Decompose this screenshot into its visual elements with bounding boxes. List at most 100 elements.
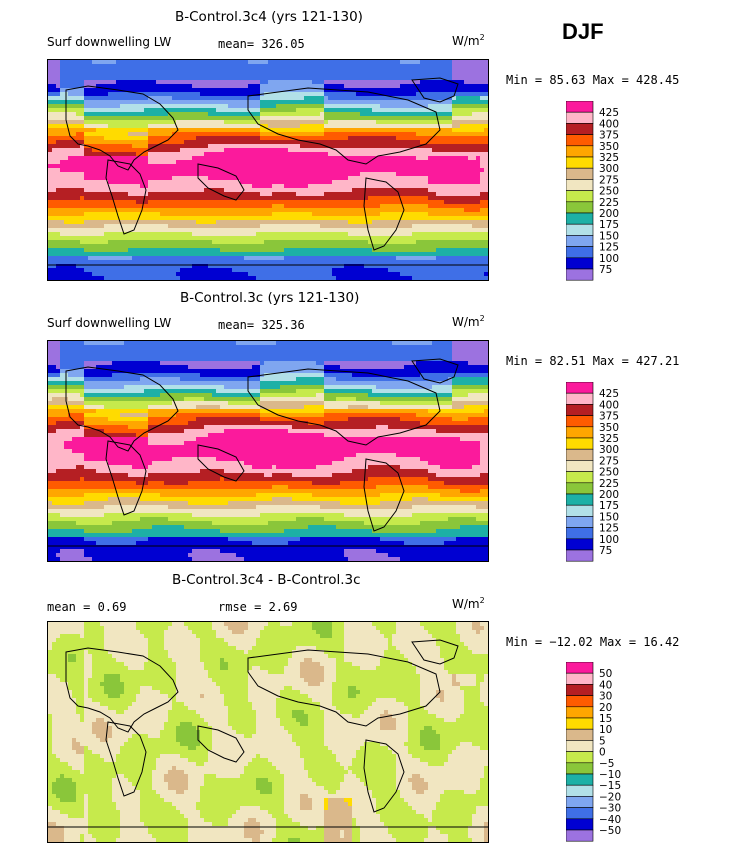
contour-cell bbox=[112, 84, 117, 89]
contour-cell bbox=[344, 144, 349, 149]
contour-cell bbox=[352, 72, 357, 77]
contour-cell bbox=[128, 140, 133, 145]
contour-cell bbox=[216, 128, 221, 133]
contour-cell bbox=[352, 192, 357, 197]
contour-cell bbox=[216, 228, 221, 233]
contour-cell bbox=[472, 68, 477, 73]
contour-cell bbox=[292, 112, 297, 117]
contour-cell bbox=[136, 68, 141, 73]
contour-cell bbox=[276, 112, 281, 117]
contour-cell bbox=[448, 196, 453, 201]
contour-cell bbox=[336, 80, 341, 85]
contour-cell bbox=[300, 96, 305, 101]
contour-cell bbox=[212, 124, 217, 129]
contour-cell bbox=[56, 228, 61, 233]
contour-cell bbox=[404, 140, 409, 145]
contour-cell bbox=[60, 80, 65, 85]
contour-cell bbox=[84, 168, 89, 173]
contour-cell bbox=[220, 156, 225, 161]
contour-cell bbox=[164, 216, 169, 221]
contour-cell bbox=[48, 224, 53, 229]
contour-cell bbox=[268, 156, 273, 161]
contour-cell bbox=[256, 212, 261, 217]
contour-cell bbox=[468, 160, 473, 165]
contour-cell bbox=[252, 212, 257, 217]
contour-cell bbox=[60, 76, 65, 81]
contour-cell bbox=[180, 124, 185, 129]
contour-cell bbox=[476, 84, 481, 89]
contour-cell bbox=[184, 96, 189, 101]
contour-cell bbox=[476, 96, 481, 101]
contour-cell bbox=[244, 192, 249, 197]
contour-cell bbox=[92, 152, 97, 157]
contour-cell bbox=[88, 108, 93, 113]
contour-cell bbox=[376, 112, 381, 117]
contour-cell bbox=[364, 108, 369, 113]
contour-cell bbox=[176, 156, 181, 161]
contour-cell bbox=[68, 76, 73, 81]
contour-cell bbox=[456, 60, 461, 65]
contour-cell bbox=[64, 76, 69, 81]
contour-cell bbox=[372, 224, 377, 229]
contour-cell bbox=[272, 184, 277, 189]
contour-cell bbox=[64, 196, 69, 201]
contour-cell bbox=[84, 236, 89, 241]
contour-cell bbox=[248, 136, 253, 141]
contour-cell bbox=[444, 180, 449, 185]
contour-cell bbox=[180, 72, 185, 77]
contour-cell bbox=[208, 160, 213, 165]
contour-cell bbox=[408, 112, 413, 117]
contour-cell bbox=[104, 132, 109, 137]
contour-cell bbox=[352, 168, 357, 173]
contour-cell bbox=[376, 104, 381, 109]
contour-cell bbox=[392, 152, 397, 157]
contour-cell bbox=[200, 168, 205, 173]
contour-cell bbox=[472, 188, 477, 193]
contour-cell bbox=[148, 148, 153, 153]
contour-cell bbox=[260, 100, 265, 105]
contour-cell bbox=[420, 72, 425, 77]
contour-cell bbox=[444, 236, 449, 241]
contour-cell bbox=[280, 156, 285, 161]
contour-cell bbox=[408, 236, 413, 241]
contour-cell bbox=[472, 208, 477, 213]
contour-cell bbox=[100, 204, 105, 209]
contour-cell bbox=[156, 240, 161, 245]
contour-cell bbox=[364, 192, 369, 197]
contour-cell bbox=[60, 224, 65, 229]
contour-cell bbox=[80, 196, 85, 201]
contour-cell bbox=[188, 72, 193, 77]
contour-cell bbox=[276, 80, 281, 85]
contour-cell bbox=[264, 76, 269, 81]
contour-cell bbox=[276, 144, 281, 149]
contour-cell bbox=[228, 100, 233, 105]
contour-cell bbox=[436, 220, 441, 225]
contour-cell bbox=[336, 144, 341, 149]
contour-cell bbox=[60, 84, 65, 89]
contour-cell bbox=[468, 124, 473, 129]
contour-cell bbox=[456, 184, 461, 189]
contour-cell bbox=[324, 132, 329, 137]
contour-cell bbox=[364, 64, 369, 69]
contour-cell bbox=[276, 84, 281, 89]
contour-cell bbox=[284, 108, 289, 113]
contour-cell bbox=[172, 108, 177, 113]
contour-cell bbox=[280, 136, 285, 141]
contour-cell bbox=[420, 208, 425, 213]
contour-cell bbox=[208, 72, 213, 77]
contour-cell bbox=[420, 236, 425, 241]
contour-cell bbox=[208, 224, 213, 229]
contour-cell bbox=[236, 124, 241, 129]
contour-cell bbox=[460, 224, 465, 229]
contour-cell bbox=[376, 192, 381, 197]
contour-cell bbox=[220, 76, 225, 81]
contour-cell bbox=[160, 148, 165, 153]
contour-cell bbox=[216, 220, 221, 225]
contour-cell bbox=[468, 212, 473, 217]
contour-cell bbox=[344, 140, 349, 145]
contour-cell bbox=[444, 184, 449, 189]
contour-cell bbox=[216, 212, 221, 217]
contour-cell bbox=[180, 96, 185, 101]
contour-cell bbox=[384, 108, 389, 113]
contour-cell bbox=[184, 144, 189, 149]
